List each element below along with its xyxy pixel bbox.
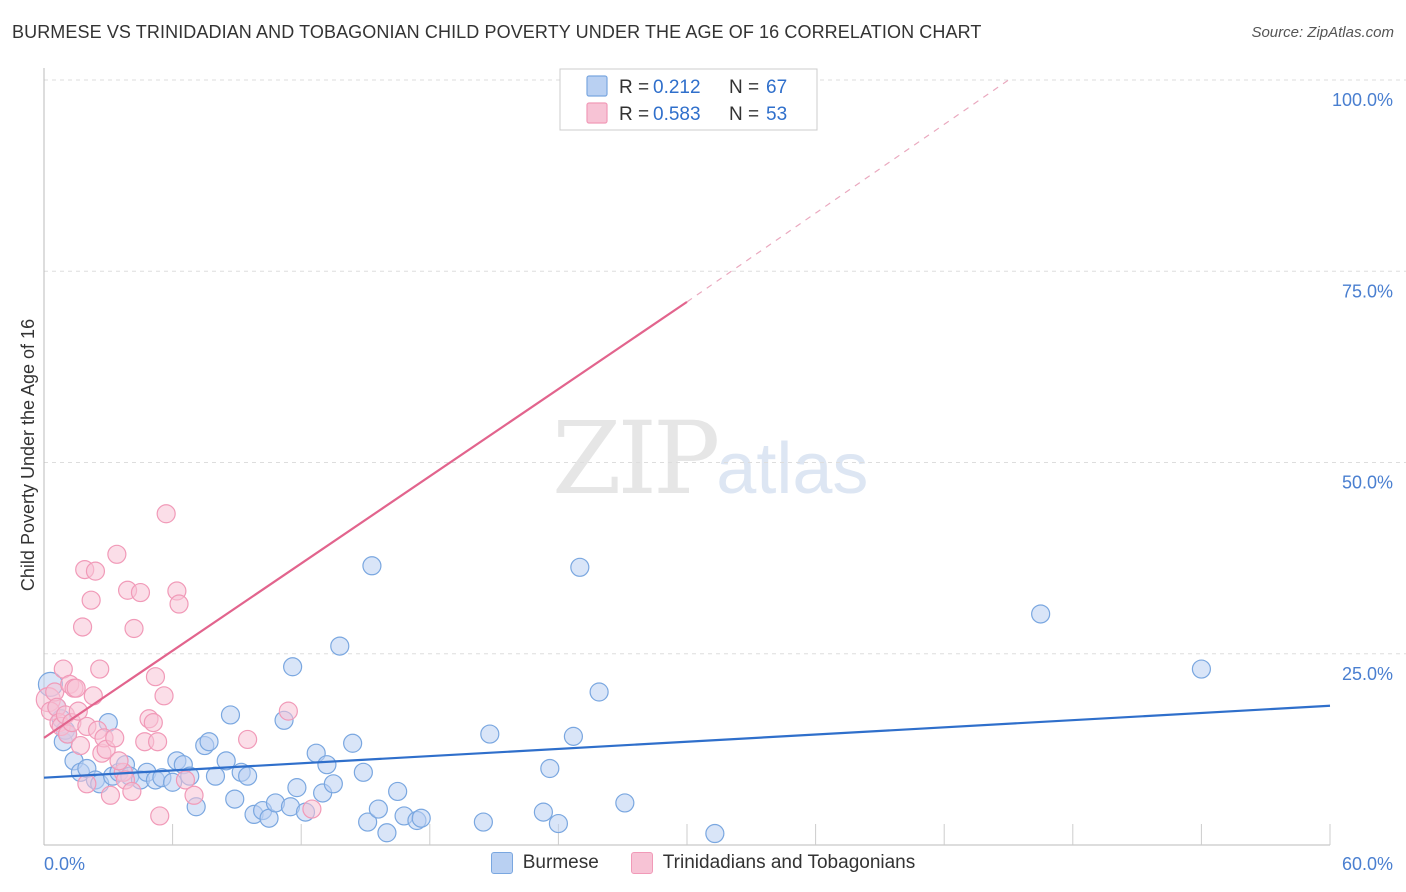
point-0-48 bbox=[353, 762, 373, 782]
point-1-22 bbox=[90, 659, 110, 679]
point-1-20 bbox=[85, 561, 106, 581]
trend-line-0 bbox=[43, 704, 1331, 779]
series-0-points bbox=[37, 556, 1212, 844]
point-1-34 bbox=[130, 582, 151, 603]
point-1-12 bbox=[66, 678, 86, 698]
y-tick-label-25: 25.0% bbox=[1342, 664, 1393, 684]
point-1-41 bbox=[154, 686, 174, 706]
point-1-49 bbox=[302, 799, 322, 819]
y-tick-label-75: 75.0% bbox=[1342, 281, 1393, 301]
point-0-40 bbox=[287, 778, 307, 798]
stats-swatch-1 bbox=[586, 102, 608, 124]
point-1-45 bbox=[175, 770, 196, 790]
point-0-44 bbox=[317, 755, 337, 775]
point-0-56 bbox=[411, 808, 431, 828]
x-tick-label-max: 60.0% bbox=[1342, 854, 1393, 874]
point-1-14 bbox=[70, 735, 91, 756]
chart-title: BURMESE VS TRINIDADIAN AND TOBAGONIAN CH… bbox=[12, 22, 982, 42]
point-0-39 bbox=[283, 657, 303, 677]
point-0-66 bbox=[705, 823, 725, 844]
point-0-58 bbox=[480, 724, 500, 744]
point-0-45 bbox=[323, 774, 343, 794]
stats-n-label-0: N = bbox=[729, 77, 759, 98]
point-0-50 bbox=[362, 556, 382, 576]
point-0-68 bbox=[1191, 659, 1212, 679]
stats-r-label-1: R = bbox=[619, 104, 649, 125]
point-1-37 bbox=[143, 712, 163, 733]
stats-n-value-0: 67 bbox=[766, 77, 787, 98]
point-1-32 bbox=[122, 781, 142, 802]
point-1-27 bbox=[105, 728, 125, 748]
legend-swatch-burmese bbox=[490, 852, 513, 874]
legend-item-trinidadian[interactable]: Trinidadians and Tobagonians bbox=[630, 852, 916, 874]
legend-label-trinidadian: Trinidadians and Tobagonians bbox=[662, 852, 916, 873]
point-0-67 bbox=[1031, 604, 1051, 624]
point-1-48 bbox=[278, 701, 298, 721]
point-0-49 bbox=[358, 812, 378, 832]
y-tick-label-50: 50.0% bbox=[1342, 473, 1393, 493]
point-0-52 bbox=[377, 823, 397, 843]
point-0-59 bbox=[533, 802, 553, 822]
point-1-38 bbox=[145, 667, 166, 687]
y-axis-label: Child Poverty Under the Age of 16 bbox=[18, 319, 38, 591]
trend-line-1 bbox=[43, 300, 688, 739]
point-1-33 bbox=[124, 618, 144, 639]
legend-label-burmese: Burmese bbox=[522, 852, 599, 873]
point-1-39 bbox=[147, 732, 168, 752]
stats-n-label-1: N = bbox=[729, 104, 759, 125]
stats-r-value-1: 0.583 bbox=[653, 104, 701, 125]
point-0-53 bbox=[388, 781, 408, 802]
series-1-points bbox=[35, 70, 665, 826]
point-1-46 bbox=[184, 785, 204, 805]
point-0-47 bbox=[343, 733, 363, 753]
point-0-28 bbox=[216, 751, 236, 771]
point-0-32 bbox=[238, 766, 258, 786]
point-1-52 bbox=[109, 751, 129, 771]
point-0-65 bbox=[615, 793, 635, 813]
point-0-60 bbox=[540, 758, 560, 779]
y-tick-label-100: 100.0% bbox=[1332, 90, 1393, 110]
point-1-15 bbox=[72, 617, 93, 637]
point-1-51 bbox=[77, 774, 97, 794]
point-1-18 bbox=[81, 590, 101, 610]
legend-item-burmese[interactable]: Burmese bbox=[490, 852, 599, 874]
point-1-28 bbox=[107, 544, 127, 564]
point-0-46 bbox=[330, 636, 350, 656]
point-0-61 bbox=[548, 813, 569, 834]
point-0-64 bbox=[589, 682, 609, 702]
watermark-zip: ZIP bbox=[552, 400, 720, 517]
point-1-42 bbox=[156, 504, 176, 524]
x-tick-label-min: 0.0% bbox=[44, 854, 85, 874]
point-1-26 bbox=[100, 785, 121, 805]
point-0-63 bbox=[570, 557, 590, 577]
point-1-19 bbox=[83, 686, 103, 706]
stats-legend: R = 0.212 N = 67 R = 0.583 N = 53 bbox=[559, 68, 818, 131]
point-1-40 bbox=[150, 806, 170, 826]
point-0-30 bbox=[225, 789, 245, 809]
stats-r-label-0: R = bbox=[619, 77, 649, 98]
trend-extension-1 bbox=[686, 79, 1009, 303]
point-0-27 bbox=[205, 766, 226, 786]
bottom-legend: Burmese Trinidadians and Tobagonians bbox=[0, 852, 1406, 874]
stats-swatch-0 bbox=[586, 75, 608, 97]
watermark-atlas: atlas bbox=[716, 429, 869, 509]
point-0-51 bbox=[368, 799, 388, 819]
point-1-47 bbox=[238, 729, 258, 750]
point-0-57 bbox=[473, 812, 493, 832]
stats-n-value-1: 53 bbox=[766, 104, 787, 125]
point-1-13 bbox=[68, 701, 88, 721]
watermark: ZIPatlas bbox=[552, 400, 868, 517]
point-0-29 bbox=[220, 705, 241, 725]
source-label: Source: ZipAtlas.com bbox=[1251, 24, 1394, 41]
point-0-26 bbox=[199, 732, 219, 752]
point-1-44 bbox=[169, 594, 189, 614]
legend-swatch-trinidadian bbox=[630, 852, 653, 874]
point-0-62 bbox=[563, 726, 584, 746]
stats-r-value-0: 0.212 bbox=[653, 77, 701, 98]
